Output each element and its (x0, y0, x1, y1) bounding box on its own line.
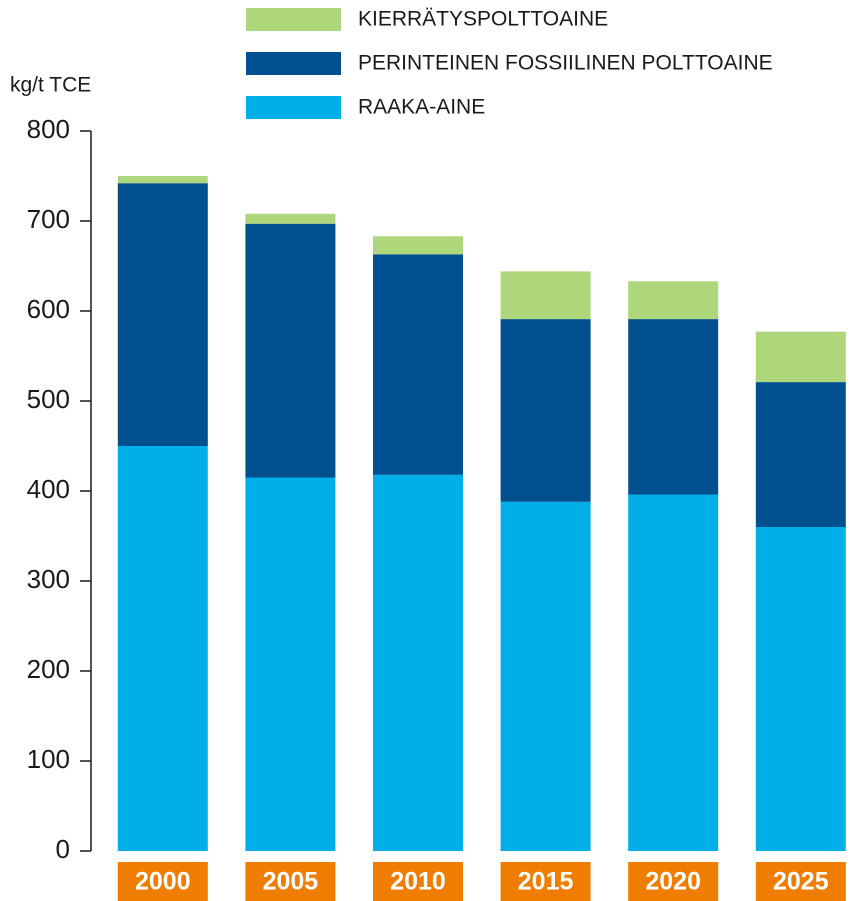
y-tick-label: 300 (27, 564, 70, 594)
category-box (245, 862, 336, 901)
bar-segment (500, 319, 591, 502)
bar-segment (628, 319, 719, 495)
bar-segment (628, 281, 719, 320)
bar-segment (500, 271, 591, 320)
category-box (755, 862, 846, 901)
bar-segment (117, 446, 208, 851)
y-tick-label: 500 (27, 384, 70, 414)
y-axis-label: kg/t TCE (10, 74, 91, 97)
bar-segment (245, 223, 336, 478)
bar-segment (755, 527, 846, 851)
bar-segment (117, 183, 208, 446)
legend-swatch (246, 52, 341, 75)
bar-segment (628, 494, 719, 851)
category-box (628, 862, 719, 901)
legend-label: PERINTEINEN FOSSIILINEN POLTTOAINE (358, 52, 773, 75)
y-tick-label: 700 (27, 204, 70, 234)
bar-segment (117, 176, 208, 184)
bar-segment (373, 254, 463, 475)
y-tick-label: 400 (27, 474, 70, 504)
x-tick-label: 2010 (390, 868, 446, 896)
category-box (373, 862, 463, 901)
y-tick-label: 100 (27, 744, 70, 774)
x-tick-label: 2000 (135, 868, 191, 896)
bar-segment (245, 477, 336, 851)
x-tick-label: 2015 (518, 868, 574, 896)
y-tick-label: 600 (27, 294, 70, 324)
bar-segment (373, 236, 463, 255)
y-tick-label: 800 (27, 114, 70, 144)
y-tick-label: 200 (27, 654, 70, 684)
legend-swatch (246, 96, 341, 119)
x-tick-label: 2025 (773, 868, 829, 896)
bar-segment (500, 501, 591, 851)
bar-segment (373, 474, 463, 851)
category-box (500, 862, 591, 901)
bar-segment (245, 213, 336, 224)
x-tick-label: 2020 (645, 868, 701, 896)
y-tick-label: 0 (56, 834, 70, 864)
category-box (117, 862, 208, 901)
x-tick-label: 2005 (263, 868, 319, 896)
bar-segment (755, 382, 846, 527)
bar-segment (755, 331, 846, 383)
legend-label: RAAKA-AINE (358, 96, 485, 119)
legend-swatch (246, 8, 341, 31)
legend-label: KIERRÄTYSPOLTTOAINE (358, 8, 608, 31)
